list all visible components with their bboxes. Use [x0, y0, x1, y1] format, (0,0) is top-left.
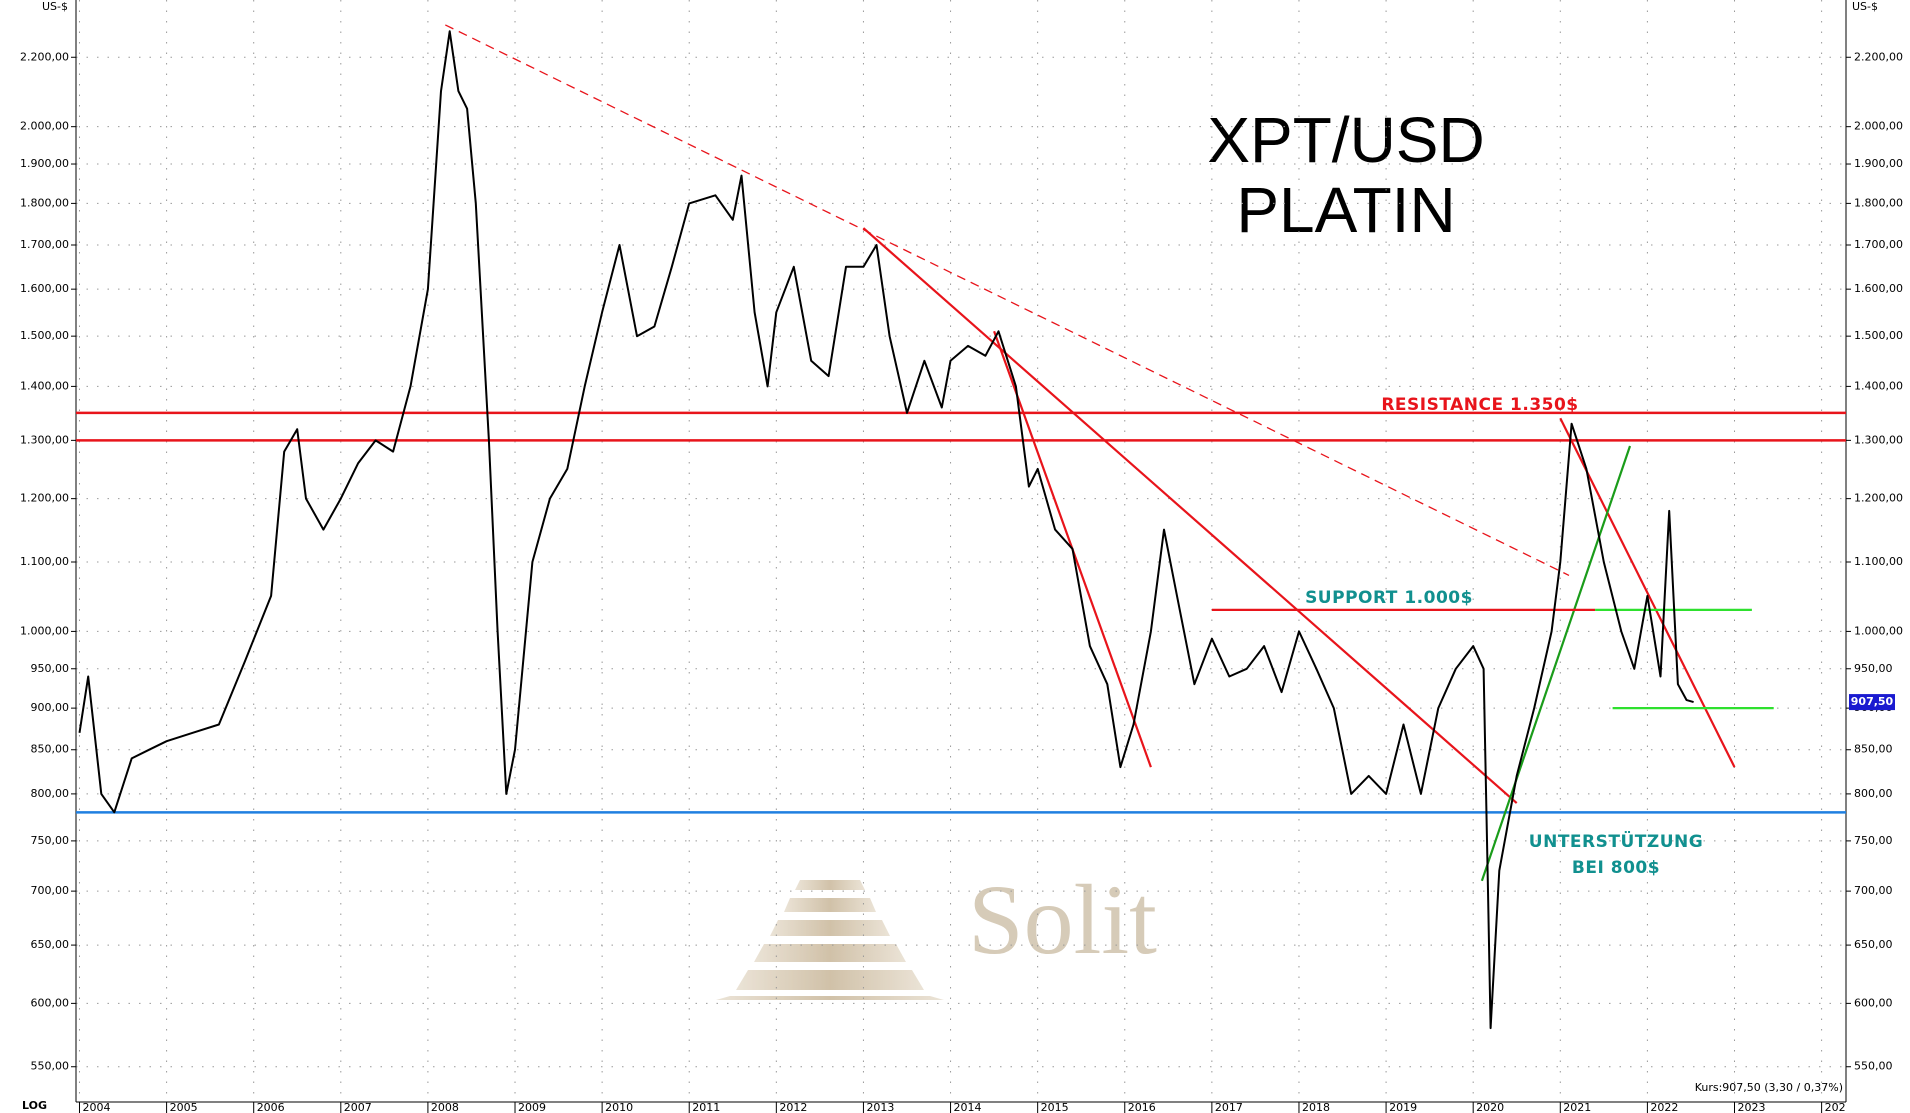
y-tick-label: 2.200,00 — [1854, 50, 1903, 63]
trend-line — [445, 24, 1570, 576]
x-tick-label: 2010 — [605, 1101, 633, 1113]
y-tick-label: 1.800,00 — [1854, 196, 1903, 209]
chart-title: XPT/USD — [1207, 104, 1484, 176]
scale-label: LOG — [22, 1099, 47, 1112]
y-tick-label: 850,00 — [1854, 743, 1893, 756]
logo-text: Solit — [968, 864, 1157, 975]
y-tick-label: 950,00 — [31, 662, 70, 675]
x-axis: 2004 2005 2006 2007 2008 2009 2010 2011 2012 2013… — [82, 1101, 1853, 1113]
y-tick-label: 600,00 — [31, 996, 70, 1009]
y-tick-label: 1.200,00 — [1854, 492, 1903, 505]
y-tick-label: 700,00 — [31, 884, 70, 897]
x-tick-label: 2016 — [1128, 1101, 1156, 1113]
y-tick-label: 850,00 — [31, 743, 70, 756]
x-tick-label: 2005 — [170, 1101, 198, 1113]
annotation: SUPPORT 1.000$ — [1305, 588, 1473, 608]
y-tick-label: 1.500,00 — [20, 329, 69, 342]
y-tick-label: 550,00 — [31, 1060, 70, 1073]
y-tick-label: 700,00 — [1854, 884, 1893, 897]
x-tick-label: 2019 — [1389, 1101, 1417, 1113]
x-tick-label: 2022 — [1650, 1101, 1678, 1113]
y-tick-label: 650,00 — [31, 938, 70, 951]
y-tick-label: 2.000,00 — [20, 120, 69, 133]
y-tick-label: 1.800,00 — [20, 196, 69, 209]
y-unit-right: US-$ — [1852, 0, 1878, 13]
x-tick-label: 2011 — [692, 1101, 720, 1113]
y-tick-label: 2.000,00 — [1854, 120, 1903, 133]
x-tick-label: 2017 — [1215, 1101, 1243, 1113]
x-tick-label: 2004 — [82, 1101, 110, 1113]
y-tick-label: 1.900,00 — [1854, 157, 1903, 170]
y-tick-label: 1.600,00 — [20, 282, 69, 295]
y-tick-label: 1.300,00 — [20, 433, 69, 446]
y-tick-label: 900,00 — [31, 701, 70, 714]
y-tick-label: 1.100,00 — [1854, 555, 1903, 568]
y-tick-label: 1.500,00 — [1854, 329, 1903, 342]
last-price-tag — [1849, 694, 1895, 711]
trend-line — [1480, 445, 1632, 882]
x-tick-label: 2021 — [1563, 1101, 1591, 1113]
y-tick-label: 1.300,00 — [1854, 433, 1903, 446]
y-tick-label: 650,00 — [1854, 938, 1893, 951]
x-tick-label: 2007 — [344, 1101, 372, 1113]
annotation: BEI 800$ — [1572, 858, 1660, 878]
plot-area — [76, 24, 1846, 1030]
x-tick-label: 2018 — [1302, 1101, 1330, 1113]
y-tick-label: 550,00 — [1854, 1060, 1893, 1073]
x-tick-label: 2008 — [431, 1101, 459, 1113]
x-tick-label: 2013 — [866, 1101, 894, 1113]
y-tick-label: 750,00 — [1854, 834, 1893, 847]
y-tick-label: 1.700,00 — [1854, 238, 1903, 251]
x-tick-label: 2006 — [257, 1101, 285, 1113]
y-tick-label: 1.700,00 — [20, 238, 69, 251]
y-tick-label: 750,00 — [31, 834, 70, 847]
y-tick-label: 1.000,00 — [20, 624, 69, 637]
x-tick-label: 2023 — [1738, 1101, 1766, 1113]
y-tick-label: 1.400,00 — [1854, 379, 1903, 392]
last-price-label: 907,50 — [1851, 695, 1894, 708]
y-tick-label: 1.100,00 — [20, 555, 69, 568]
x-tick-label: 2009 — [518, 1101, 546, 1113]
x-tick-label: 2024 — [1825, 1101, 1853, 1113]
y-tick-label: 1.900,00 — [20, 157, 69, 170]
logo-pyramid — [716, 880, 944, 1000]
y-tick-label: 1.400,00 — [20, 379, 69, 392]
chart-subtitle: PLATIN — [1236, 174, 1455, 246]
y-tick-label: 800,00 — [1854, 787, 1893, 800]
y-tick-label: 2.200,00 — [20, 50, 69, 63]
price-line — [78, 30, 1694, 1030]
x-tick-label: 2015 — [1041, 1101, 1069, 1113]
y-tick-label: 1.600,00 — [1854, 282, 1903, 295]
x-tick-label: 2012 — [779, 1101, 807, 1113]
x-tick-label: 2014 — [954, 1101, 982, 1113]
quote-text: Kurs:907,50 (3,30 / 0,37%) — [1695, 1081, 1843, 1094]
y-tick-label: 1.200,00 — [20, 492, 69, 505]
y-tick-label: 950,00 — [1854, 662, 1893, 675]
y-unit-left: US-$ — [42, 0, 68, 13]
annotation: UNTERSTÜTZUNG — [1529, 830, 1703, 852]
y-tick-label: 1.000,00 — [1854, 624, 1903, 637]
trend-line — [862, 227, 1518, 804]
x-tick-label: 2020 — [1476, 1101, 1504, 1113]
y-tick-label: 600,00 — [1854, 996, 1893, 1009]
annotation: RESISTANCE 1.350$ — [1381, 395, 1578, 415]
y-tick-label: 800,00 — [31, 787, 70, 800]
